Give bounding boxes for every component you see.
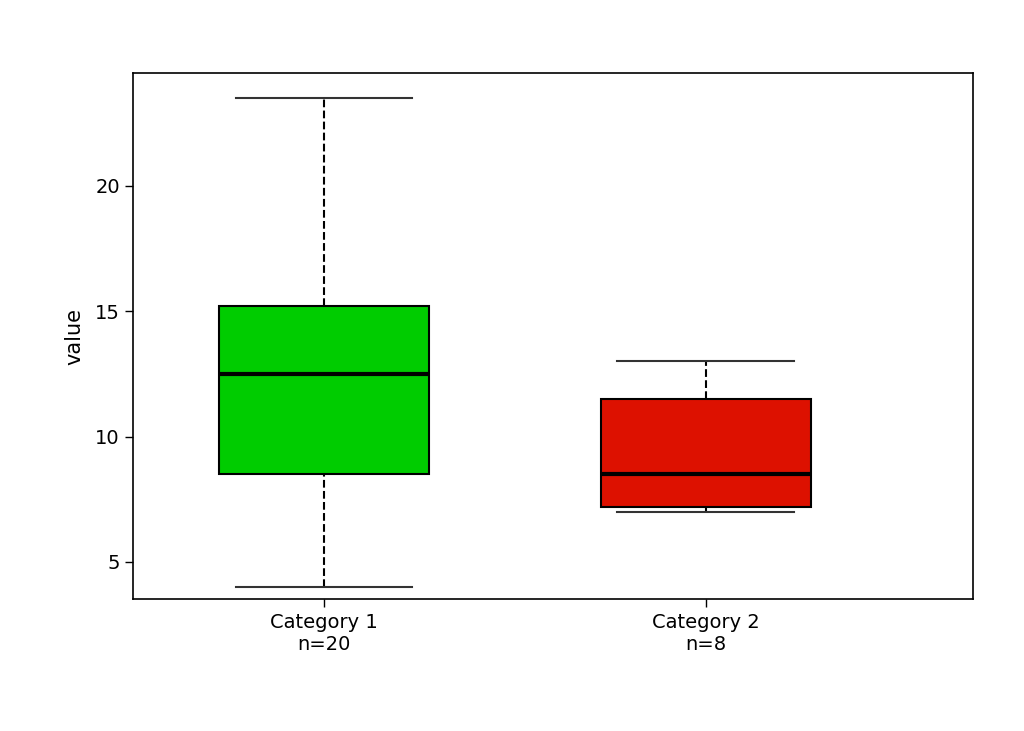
- Bar: [219, 306, 429, 474]
- Y-axis label: value: value: [63, 308, 84, 365]
- Bar: [601, 399, 811, 507]
